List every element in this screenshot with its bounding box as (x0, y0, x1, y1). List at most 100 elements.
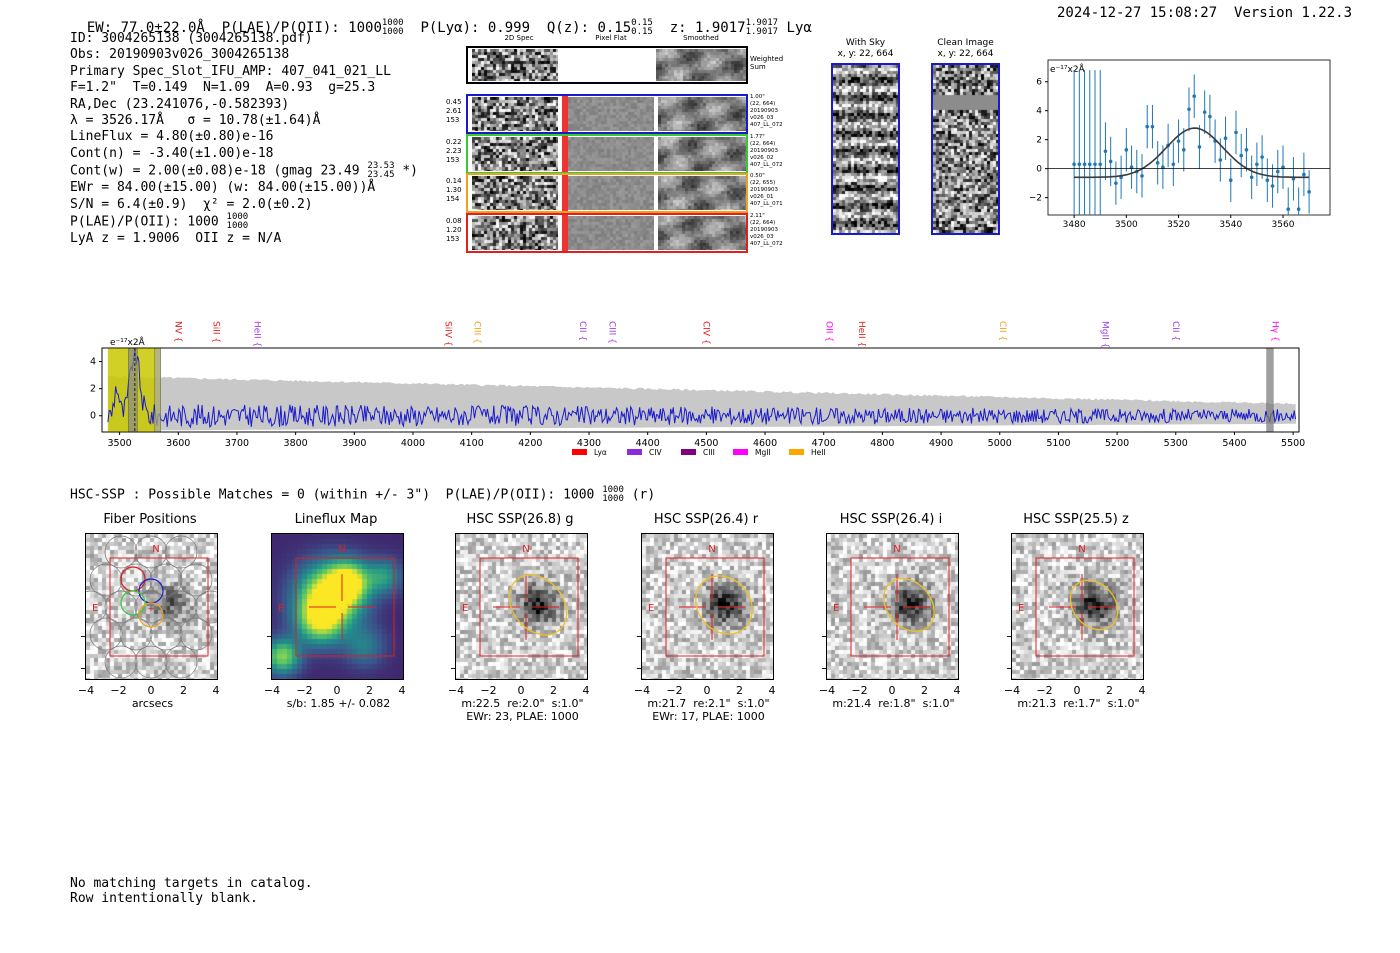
data-point (1208, 114, 1212, 119)
noise-canvas (656, 49, 746, 81)
north-label: N (1078, 544, 1085, 555)
timestamp: 2024-12-27 15:08:27 (1057, 5, 1218, 21)
x-tick-label: 5000 (988, 438, 1012, 449)
x-ticks: −4 −2 0 2 4 (1004, 684, 1154, 698)
version: Version 1.22.3 (1234, 5, 1353, 21)
line-marker-label: Hγ { (1270, 321, 1280, 342)
panel-overlay: NE (1018, 544, 1135, 657)
data-point (1249, 175, 1254, 180)
noise-canvas (568, 215, 654, 250)
cutout-right-label: 1.77" (22, 664) 20190903 v026_02 407_LL_… (750, 133, 783, 168)
panel-title: HSC SSP(26.8) g (466, 512, 574, 527)
cutout-row (466, 212, 748, 253)
legend-label: CIII (703, 448, 715, 457)
cutout-left-label: 0.22 2.23 153 (446, 137, 462, 164)
data-point (1114, 181, 1118, 185)
data-point (1275, 169, 1280, 174)
x-ticks: −4 −2 0 2 4 (78, 684, 228, 698)
fiber-circle (149, 563, 183, 597)
y-tick-label: 0 (90, 411, 96, 422)
x-tick: 2 (366, 684, 373, 697)
data-point (1197, 145, 1202, 149)
cutout-2dspec (472, 215, 558, 250)
cutout-marker (562, 175, 568, 211)
x-tick-label: 4600 (753, 438, 777, 449)
data-point (1155, 161, 1160, 165)
plya-value: P(Lyα): 0.999 (420, 20, 531, 36)
fiber-circle (179, 617, 213, 651)
data-point (1239, 153, 1244, 158)
plae-line: P(LAE)/P(OII): 1000 1000 1000 (70, 212, 249, 232)
fiber-circle (164, 590, 198, 624)
fiber-circle (134, 535, 168, 569)
line-marker-label: HeII { (856, 321, 866, 347)
line-marker-label: NV { (172, 321, 182, 342)
panel-caption-2: EWr: 17, PLAE: 1000 (652, 710, 765, 723)
line-marker-label: CII { (997, 321, 1007, 341)
east-label: E (648, 603, 654, 614)
aperture-box (665, 557, 765, 657)
panel-overlay: NE (648, 544, 765, 657)
legend-swatch (789, 449, 804, 455)
data-point (1124, 148, 1129, 152)
legend-swatch (572, 449, 587, 455)
aperture-box (295, 557, 395, 657)
x-tick: −4 (818, 684, 836, 697)
info-line: Obs: 20190903v026_3004265138 (70, 47, 290, 63)
data-point (1187, 107, 1191, 112)
east-label: E (92, 603, 98, 614)
info-line: RA,Dec (23.241076,-0.582393) (70, 96, 290, 112)
legend-swatch (681, 449, 696, 455)
east-label: E (278, 603, 284, 614)
fiber-green (120, 590, 146, 616)
x-tick: 2 (1106, 684, 1113, 697)
fiber-circle (134, 645, 168, 679)
legend-label: Lyα (594, 448, 607, 457)
with-sky-image (831, 63, 900, 235)
x-tick: 4 (1138, 684, 1146, 697)
noise-canvas (568, 136, 654, 171)
cutout-pixelflat (568, 176, 654, 210)
cutout-row (466, 133, 748, 174)
noise-canvas (568, 176, 654, 210)
center-plus: + (148, 604, 155, 613)
cutout-right-label: 0.50" (22, 655) 20190903 v026_01 407_LL_… (750, 173, 783, 207)
fiber-circle (119, 563, 153, 597)
info-line: Primary Spec_Slot_IFU_AMP: 407_041_021_L… (70, 63, 391, 79)
legend-label: MgII (755, 448, 771, 457)
line-marker-label: HeII { (252, 321, 262, 347)
data-point (1296, 207, 1301, 212)
x-tick-label: 4300 (577, 438, 601, 449)
line-marker-label: SiIV { (442, 321, 452, 347)
x-tick: −2 (296, 684, 313, 697)
x-tick-label: 4800 (870, 438, 894, 449)
with-sky-title: With Sky x, y: 22, 664 (837, 38, 894, 59)
east-label: E (462, 603, 468, 614)
cutout-divider (654, 96, 657, 132)
panel-overlay: NE (833, 544, 950, 657)
x-tick: 0 (703, 684, 711, 697)
data-point (1260, 155, 1264, 159)
x-tick: −4 (447, 684, 465, 697)
noise-canvas (658, 215, 746, 250)
x-tick: −2 (1036, 684, 1053, 697)
info-line: F=1.2" T=0.149 N=1.09 A=0.93 g=25.3 (70, 80, 376, 96)
x-tick-label: 3500 (1115, 220, 1138, 230)
data-point (1244, 148, 1249, 152)
x-tick: 4 (582, 684, 590, 697)
info-line: Cont(n) = -3.40(±1.00)e-18 (70, 145, 274, 161)
x-tick: −4 (263, 684, 281, 697)
z-value: z: 1.9017 (669, 20, 746, 36)
data-point (1218, 158, 1223, 162)
x-ticks: −4 −2 0 2 4 (448, 684, 598, 698)
x-tick-label: 3800 (284, 438, 308, 449)
panel-image: N E + (85, 533, 218, 680)
north-label: N (338, 544, 345, 555)
x-tick-label: 3600 (166, 438, 190, 449)
fiber-circle (134, 590, 168, 624)
x-tick: 4 (768, 684, 776, 697)
